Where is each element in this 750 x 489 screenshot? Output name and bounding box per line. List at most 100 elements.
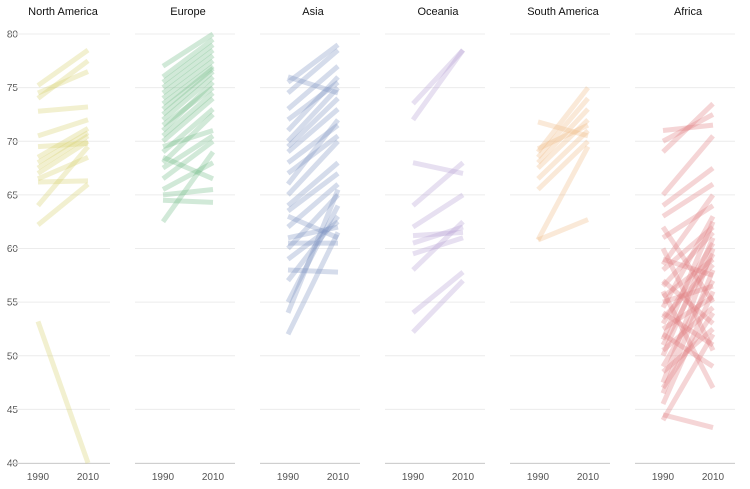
- series-line: [535, 145, 591, 242]
- series-line: [161, 107, 215, 154]
- series-line: [286, 160, 340, 208]
- series-line: [286, 80, 340, 122]
- series-line: [161, 69, 215, 117]
- series-line: [661, 134, 715, 197]
- series-line: [660, 225, 716, 304]
- series-line: [660, 247, 716, 384]
- series-line: [662, 283, 714, 305]
- series-line: [160, 150, 216, 224]
- series-line: [285, 231, 341, 336]
- series-line: [36, 58, 90, 101]
- series-line: [286, 64, 340, 111]
- series-line: [287, 74, 339, 96]
- series-line: [37, 104, 89, 114]
- series-line: [36, 133, 90, 171]
- series-line: [286, 133, 340, 176]
- series-line: [660, 252, 716, 347]
- series-line: [412, 235, 464, 257]
- x-tick-label: 2010: [327, 472, 350, 483]
- x-tick-label: 1990: [277, 472, 300, 483]
- series-line: [36, 48, 90, 88]
- y-axis: 404550556065707580: [7, 30, 19, 470]
- series-line: [161, 42, 215, 85]
- series-line: [285, 188, 341, 314]
- series-line: [286, 96, 340, 149]
- series-line: [161, 139, 215, 181]
- series-line: [161, 112, 215, 165]
- series-line: [37, 140, 89, 150]
- series-line: [660, 290, 716, 406]
- series-line: [162, 155, 214, 182]
- series-line: [162, 197, 214, 205]
- series-line: [661, 327, 715, 374]
- series-line: [411, 48, 465, 106]
- series-line: [660, 279, 716, 368]
- panel-oceania: Oceania 1990 2010: [385, 6, 485, 483]
- series-line: [161, 66, 215, 112]
- series-line: [536, 96, 590, 159]
- series-line: [412, 224, 464, 246]
- series-line: [536, 107, 590, 165]
- series-line: [536, 122, 590, 152]
- series-line: [411, 278, 465, 334]
- series-line: [660, 236, 716, 357]
- series-line: [286, 171, 340, 213]
- series-line: [661, 305, 715, 353]
- series-line: [285, 204, 341, 304]
- series-line: [661, 112, 715, 144]
- series-line: [286, 214, 340, 283]
- x-tick-label: 2010: [577, 472, 600, 483]
- x-tick-label: 1990: [652, 472, 675, 483]
- y-tick-label: 65: [7, 190, 19, 201]
- y-tick-label: 55: [7, 298, 19, 309]
- series-line: [536, 86, 590, 154]
- series-line: [161, 53, 215, 95]
- series-line: [287, 224, 339, 241]
- series-line: [161, 37, 215, 79]
- series-line: [660, 247, 716, 352]
- series-line: [36, 139, 90, 176]
- series-line: [286, 123, 340, 165]
- series-line: [661, 310, 715, 348]
- series-line: [36, 182, 90, 227]
- series-line: [661, 230, 715, 288]
- series-line: [286, 182, 340, 229]
- series-line: [661, 332, 715, 369]
- panel-title: North America: [28, 6, 99, 18]
- series-line: [662, 122, 714, 134]
- series-line: [661, 278, 715, 326]
- panel-asia: Asia 1990 2010: [260, 6, 360, 483]
- series-line: [161, 75, 215, 122]
- series-line: [411, 270, 465, 315]
- series-line: [411, 192, 465, 230]
- series-line: [412, 160, 464, 176]
- series-line: [161, 133, 215, 171]
- series-line: [162, 187, 214, 198]
- series-line: [286, 85, 340, 143]
- y-tick-label: 50: [7, 351, 19, 362]
- series-line: [661, 257, 715, 299]
- series-line: [286, 107, 340, 154]
- series-line: [161, 91, 215, 138]
- series-line: [286, 75, 340, 133]
- series-line: [412, 229, 464, 239]
- series-line: [537, 217, 589, 243]
- panel-europe: Europe 1990 2010: [135, 6, 235, 483]
- x-tick-label: 2010: [77, 472, 100, 483]
- series-line: [660, 241, 716, 325]
- series-line: [161, 64, 215, 106]
- y-tick-label: 80: [7, 30, 19, 41]
- panel-title: South America: [527, 6, 599, 18]
- panel-title: Oceania: [418, 6, 460, 18]
- series-line: [661, 203, 715, 240]
- y-tick-label: 45: [7, 405, 19, 416]
- panel-title: Africa: [674, 6, 703, 18]
- panel-title: Europe: [170, 6, 205, 18]
- y-tick-label: 60: [7, 244, 19, 255]
- series-line: [37, 155, 89, 182]
- panel-title: Asia: [302, 6, 324, 18]
- series-line: [286, 42, 340, 85]
- series-line: [35, 320, 91, 464]
